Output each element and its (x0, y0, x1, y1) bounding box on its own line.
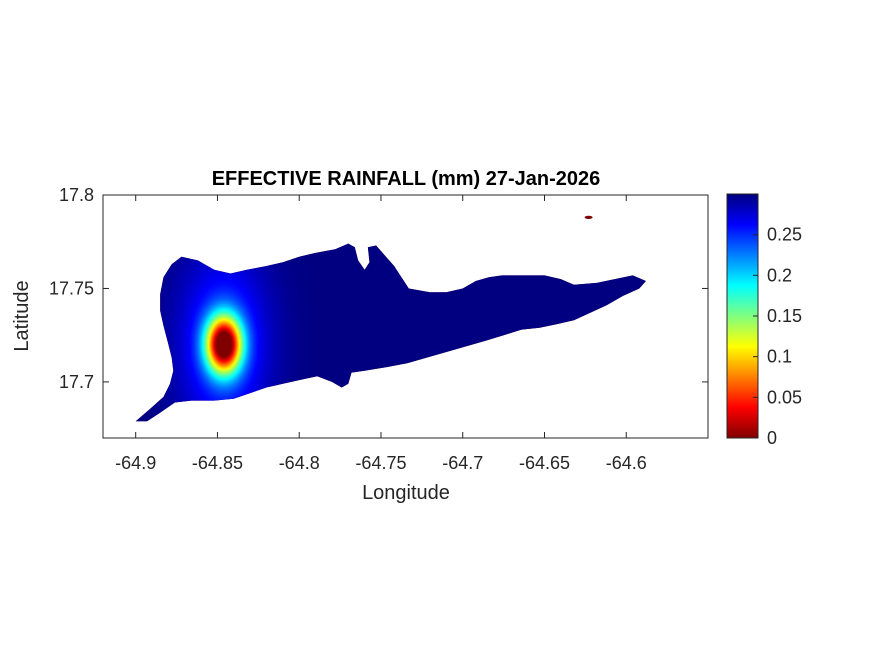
colorbar-tick-label: 0.15 (767, 306, 802, 326)
x-tick-label: -64.65 (519, 453, 570, 473)
colorbar-tick-label: 0.1 (767, 347, 792, 367)
y-axis-label: Latitude (11, 280, 33, 351)
colorbar: 0 0.05 0.1 0.15 0.2 0.25 (726, 193, 802, 448)
plot-area: -64.9 -64.85 -64.8 -64.75 -64.7 -64.65 -64.6 1… (49, 185, 709, 473)
x-tick-label: -64.75 (355, 453, 406, 473)
plot-frame (102, 194, 709, 439)
x-tick-label: -64.7 (442, 453, 483, 473)
y-tick-label: 17.75 (49, 278, 94, 298)
islet (584, 215, 593, 219)
y-axis: 17.7 17.75 17.8 (49, 185, 708, 392)
x-axis-label: Longitude (362, 482, 450, 504)
colorbar-tick-label: 0.25 (767, 225, 802, 245)
y-tick-label: 17.7 (59, 372, 94, 392)
y-tick-label: 17.8 (59, 185, 94, 205)
colorbar-tick-label: 0.2 (767, 265, 792, 285)
x-tick-label: -64.9 (115, 453, 156, 473)
colorbar-gradient (727, 194, 758, 438)
colorbar-ticks: 0 0.05 0.1 0.15 0.2 0.25 (753, 225, 802, 448)
colorbar-tick-label: 0 (767, 428, 777, 448)
x-tick-label: -64.8 (279, 453, 320, 473)
x-tick-label: -64.6 (606, 453, 647, 473)
chart-title: EFFECTIVE RAINFALL (mm) 27-Jan-2026 (212, 168, 601, 190)
colorbar-tick-label: 0.05 (767, 387, 802, 407)
islet-patch (584, 215, 593, 219)
x-tick-label: -64.85 (192, 453, 243, 473)
x-axis: -64.9 -64.85 -64.8 -64.75 -64.7 -64.65 -64.6 (115, 195, 647, 473)
